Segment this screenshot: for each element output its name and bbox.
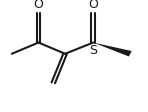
- Text: O: O: [88, 0, 98, 11]
- Polygon shape: [93, 43, 132, 56]
- Text: S: S: [89, 44, 97, 57]
- Text: O: O: [34, 0, 43, 11]
